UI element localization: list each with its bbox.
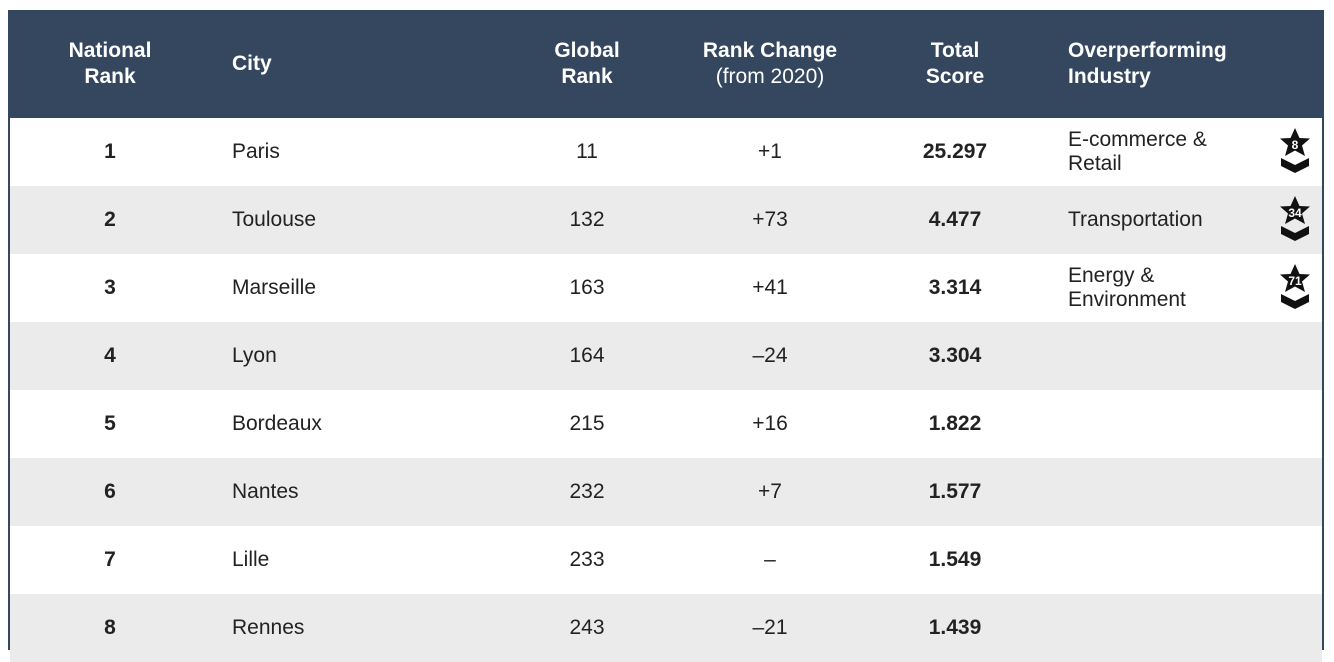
rank-change: +41: [752, 276, 788, 299]
city: Nantes: [232, 480, 299, 503]
table-row: 1 Paris 11 +1 25.297 E-commerce & Retail 8: [10, 118, 1322, 186]
header-text: National: [68, 39, 152, 62]
header-text: Score: [925, 65, 985, 88]
rank-change: –24: [752, 344, 788, 367]
rank-change: +7: [758, 480, 782, 503]
city: Lille: [232, 548, 270, 571]
industry: Energy & Environment: [1068, 264, 1186, 311]
total-score: 1.549: [928, 548, 982, 571]
header-text: Global: [554, 39, 620, 62]
national-rank: 8: [104, 616, 116, 639]
badge-star: [1280, 196, 1310, 224]
header-cell: National Rank: [10, 10, 210, 118]
total-score: 1.439: [928, 616, 982, 639]
global-rank: 11: [576, 140, 598, 163]
header-cell: Overperforming Industry: [1068, 10, 1318, 118]
table-row: 3 Marseille 163 +41 3.314 Energy & Environmen…: [10, 254, 1322, 322]
rank-change: +1: [758, 140, 782, 163]
industry-cell: Energy & Environment: [1068, 254, 1318, 322]
total-score: 3.304: [928, 344, 982, 367]
header-text: Industry: [1068, 65, 1151, 88]
header-cell: City: [232, 10, 502, 118]
header-subtext: (from 2020): [715, 65, 825, 88]
rank-change: +16: [752, 412, 788, 435]
badge-star: [1280, 128, 1310, 156]
badge-star: [1280, 264, 1310, 292]
total-score: 4.477: [928, 208, 982, 231]
national-rank: 7: [104, 548, 116, 571]
table: National Rank City Global Rank Rank Change (fr…: [8, 10, 1324, 662]
global-rank: 164: [569, 344, 605, 367]
rank-change: –: [764, 548, 776, 571]
national-rank: 3: [104, 276, 116, 299]
badge-number: 34: [1288, 206, 1302, 220]
badge-chevron: [1281, 294, 1309, 309]
industry: Transportation: [1068, 208, 1203, 231]
header-cell: Global Rank: [502, 10, 672, 118]
table-row: 5 Bordeaux 215 +16 1.822: [10, 390, 1322, 458]
header-text: Total: [930, 39, 980, 62]
city: Toulouse: [232, 208, 317, 231]
header-cell: Rank Change (from 2020): [672, 10, 868, 118]
city: Rennes: [232, 616, 305, 639]
national-rank: 6: [104, 480, 116, 503]
header-text: Rank: [561, 65, 613, 88]
rank-badge: 71: [1280, 264, 1310, 309]
header-text: City: [232, 52, 272, 75]
badge-number: 71: [1288, 274, 1302, 288]
industry: E-commerce & Retail: [1068, 128, 1207, 175]
global-rank: 243: [569, 616, 605, 639]
rank-change: –21: [752, 616, 788, 639]
header-text: Rank: [84, 65, 136, 88]
header-text: Rank Change: [702, 39, 838, 62]
badge-number: 8: [1292, 138, 1299, 152]
table-row: 2 Toulouse 132 +73 4.477 Transportation 34: [10, 186, 1322, 254]
total-score: 3.314: [928, 276, 982, 299]
global-rank: 232: [569, 480, 605, 503]
global-rank: 233: [569, 548, 605, 571]
city: Paris: [232, 140, 280, 163]
rank-badge: 8: [1280, 128, 1310, 173]
header-cell: Total Score: [868, 10, 1042, 118]
global-rank: 215: [569, 412, 605, 435]
national-rank: 2: [104, 208, 116, 231]
table-header: National Rank City Global Rank Rank Change (fr…: [10, 10, 1322, 118]
national-rank: 5: [104, 412, 116, 435]
city: Marseille: [232, 276, 317, 299]
city: Bordeaux: [232, 412, 322, 435]
total-score: 25.297: [922, 140, 988, 163]
global-rank: 163: [569, 276, 605, 299]
total-score: 1.577: [928, 480, 982, 503]
rank-badge: 34: [1280, 196, 1310, 241]
table-row: 7 Lille 233 – 1.549: [10, 526, 1322, 594]
city: Lyon: [232, 344, 277, 367]
national-rank: 4: [104, 344, 116, 367]
header-text: Overperforming: [1068, 39, 1227, 62]
total-score: 1.822: [928, 412, 982, 435]
table-row: 4 Lyon 164 –24 3.304: [10, 322, 1322, 390]
global-rank: 132: [569, 208, 605, 231]
table-row: 6 Nantes 232 +7 1.577: [10, 458, 1322, 526]
national-rank: 1: [104, 140, 116, 163]
badge-chevron: [1281, 158, 1309, 173]
table-row: 8 Rennes 243 –21 1.439: [10, 594, 1322, 662]
industry-cell: Transportation: [1068, 186, 1318, 254]
industry-cell: E-commerce & Retail: [1068, 118, 1318, 186]
rank-change: +73: [752, 208, 788, 231]
badge-chevron: [1281, 226, 1309, 241]
